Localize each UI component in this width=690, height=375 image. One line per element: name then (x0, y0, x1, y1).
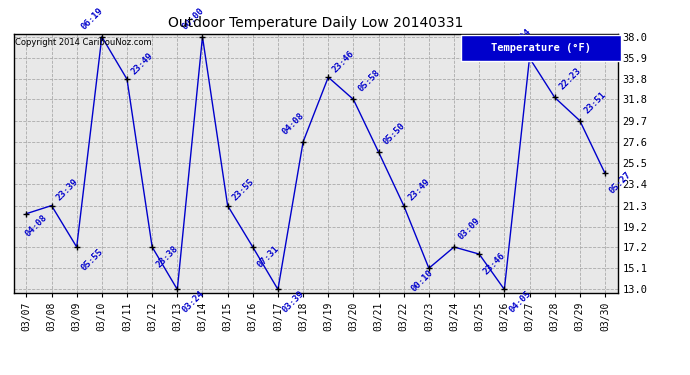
Text: 03:09: 03:09 (457, 216, 482, 242)
Text: 05:55: 05:55 (79, 247, 105, 272)
Text: 04:08: 04:08 (281, 111, 306, 136)
Text: 00:00: 00:00 (180, 6, 206, 31)
Title: Outdoor Temperature Daily Low 20140331: Outdoor Temperature Daily Low 20140331 (168, 16, 464, 30)
Text: 06:19: 06:19 (79, 6, 105, 31)
Text: 23:46: 23:46 (482, 251, 507, 276)
Text: 23:49: 23:49 (130, 51, 155, 76)
Text: 03:39: 03:39 (281, 289, 306, 315)
Text: 22:23: 22:23 (558, 66, 583, 92)
Text: 23:39: 23:39 (55, 177, 79, 203)
Text: 23:55: 23:55 (230, 177, 256, 203)
Text: 03:24: 03:24 (180, 289, 206, 315)
Text: Temperature (°F): Temperature (°F) (491, 43, 591, 53)
Text: 07:31: 07:31 (255, 244, 281, 269)
Text: 23:49: 23:49 (406, 177, 432, 203)
Text: 00:10: 00:10 (409, 268, 435, 293)
Text: Copyright 2014 CaribouNoz.com: Copyright 2014 CaribouNoz.com (15, 38, 152, 46)
Text: 04:05: 04:05 (507, 289, 533, 315)
Text: 05:27: 05:27 (608, 170, 633, 195)
Text: 05:50: 05:50 (382, 121, 406, 147)
Text: 23:46: 23:46 (331, 49, 357, 74)
Text: 04:08: 04:08 (23, 213, 49, 238)
Text: 23:51: 23:51 (582, 90, 608, 115)
Text: 07:04: 07:04 (507, 27, 533, 52)
Text: 05:58: 05:58 (356, 69, 382, 94)
Text: 23:38: 23:38 (155, 244, 180, 269)
Bar (461, 35, 620, 61)
